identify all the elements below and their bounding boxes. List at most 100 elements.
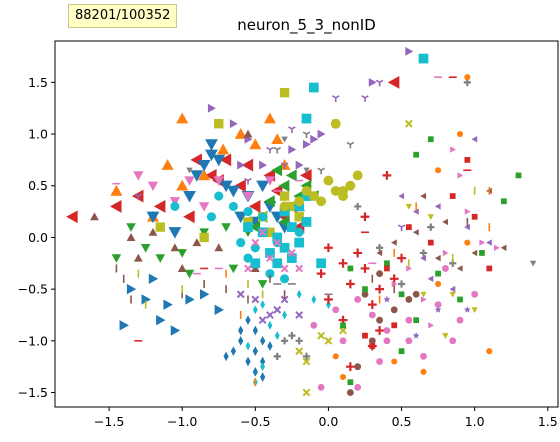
scatter-point bbox=[238, 325, 244, 336]
scatter-point bbox=[383, 337, 391, 345]
scatter-point bbox=[214, 191, 224, 201]
x-tick-label: 1.0 bbox=[465, 414, 485, 429]
scatter-point bbox=[252, 367, 258, 377]
scatter-point bbox=[310, 134, 319, 144]
scatter-point bbox=[280, 295, 289, 304]
scatter-point bbox=[228, 201, 238, 211]
scatter-point bbox=[384, 265, 390, 272]
scatter-point bbox=[501, 198, 507, 205]
scatter-point bbox=[339, 326, 347, 335]
scatter-point bbox=[287, 249, 296, 257]
scatter-point bbox=[236, 290, 245, 299]
scatter-point bbox=[285, 169, 297, 182]
scatter-point bbox=[376, 249, 383, 257]
scatter-point bbox=[347, 265, 354, 272]
scatter-point bbox=[287, 253, 297, 263]
scatter-point bbox=[278, 179, 290, 192]
scatter-point bbox=[405, 316, 413, 324]
scatter-point bbox=[418, 53, 429, 64]
scatter-point bbox=[279, 206, 290, 217]
scatter-point bbox=[369, 343, 376, 349]
scatter-point bbox=[412, 290, 420, 298]
scatter-point bbox=[249, 221, 261, 234]
scatter-point bbox=[352, 170, 363, 181]
scatter-point bbox=[317, 331, 326, 340]
scatter-point bbox=[397, 280, 406, 288]
scatter-point bbox=[244, 177, 252, 185]
scatter-point bbox=[464, 239, 471, 246]
scatter-point bbox=[301, 185, 312, 196]
scatter-point bbox=[338, 258, 348, 268]
scatter-point bbox=[449, 291, 456, 298]
scatter-point bbox=[391, 322, 398, 329]
scatter-point bbox=[266, 254, 274, 263]
scatter-point bbox=[214, 243, 224, 252]
scatter-point bbox=[185, 294, 195, 305]
scatter-point bbox=[383, 295, 391, 303]
y-tick-label: 1.0 bbox=[28, 127, 48, 142]
scatter-point bbox=[500, 244, 507, 251]
scatter-point bbox=[295, 160, 304, 170]
scatter-point bbox=[434, 254, 441, 262]
scatter-point bbox=[330, 118, 341, 129]
scatter-point bbox=[427, 239, 434, 246]
scatter-point bbox=[435, 280, 442, 288]
scatter-point bbox=[156, 314, 166, 326]
scatter-point bbox=[428, 322, 434, 329]
scatter-point bbox=[243, 222, 253, 232]
scatter-point bbox=[140, 243, 151, 253]
scatter-point bbox=[280, 337, 289, 345]
scatter-point bbox=[479, 250, 485, 256]
scatter-point bbox=[295, 347, 304, 356]
scatter-point bbox=[326, 300, 331, 310]
scatter-point bbox=[265, 269, 275, 279]
scatter-point bbox=[279, 201, 290, 212]
scatter-point bbox=[294, 227, 304, 237]
scatter-point bbox=[308, 191, 319, 202]
scatter-point bbox=[186, 167, 193, 174]
scatter-point bbox=[170, 201, 180, 211]
scatter-point bbox=[427, 136, 434, 143]
scatter-point bbox=[449, 285, 456, 293]
scatter-point bbox=[345, 362, 355, 372]
scatter-point bbox=[155, 222, 165, 232]
scatter-point bbox=[387, 75, 400, 89]
scatter-point bbox=[420, 296, 427, 303]
scatter-point bbox=[420, 368, 427, 375]
scatter-point bbox=[177, 249, 188, 258]
scatter-point bbox=[346, 389, 354, 396]
scatter-point bbox=[257, 280, 268, 289]
scatter-point bbox=[252, 305, 258, 315]
scatter-point bbox=[271, 164, 283, 177]
scatter-point bbox=[214, 119, 224, 129]
scatter-point bbox=[486, 348, 493, 355]
scatter-point bbox=[368, 311, 376, 319]
scatter-point bbox=[266, 311, 274, 319]
scatter-point bbox=[199, 289, 210, 300]
scatter-point bbox=[340, 322, 346, 329]
scatter-point bbox=[375, 326, 385, 335]
scatter-point bbox=[368, 337, 376, 345]
scatter-point bbox=[362, 286, 368, 293]
scatter-point bbox=[236, 238, 246, 248]
scatter-point bbox=[272, 232, 283, 243]
scatter-point bbox=[243, 207, 253, 217]
scatter-point bbox=[217, 143, 230, 155]
scatter-point bbox=[249, 138, 262, 150]
scatter-point bbox=[384, 260, 390, 267]
scatter-point bbox=[434, 301, 442, 309]
x-tick-label: −1.0 bbox=[167, 414, 197, 429]
scatter-point bbox=[250, 258, 261, 269]
scatter-point bbox=[404, 119, 413, 128]
scatter-point bbox=[184, 176, 195, 186]
scatter-point bbox=[435, 270, 441, 277]
scatter-point bbox=[382, 171, 392, 180]
scatter-point bbox=[463, 306, 471, 313]
scatter-point bbox=[339, 337, 347, 345]
scatter-point bbox=[245, 356, 251, 367]
scatter-point bbox=[295, 264, 304, 273]
scatter-point bbox=[300, 169, 312, 182]
scatter-point bbox=[252, 346, 258, 357]
scatter-point bbox=[148, 273, 159, 284]
